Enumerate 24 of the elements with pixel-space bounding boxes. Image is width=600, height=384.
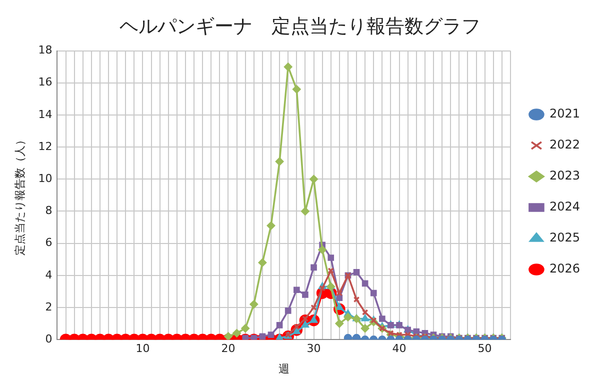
y-tick-label: 16 (38, 76, 52, 89)
x-tick-label: 10 (136, 342, 150, 356)
x-tick-label: 30 (306, 342, 321, 356)
y-tick-label: 4 (45, 268, 52, 282)
y-tick-label: 10 (38, 172, 52, 186)
y-tick-label: 0 (45, 332, 52, 346)
y-tick-label: 8 (45, 204, 52, 218)
legend-label: 2024 (549, 200, 580, 214)
y-tick-label: 14 (38, 108, 52, 121)
x-tick-label: 40 (392, 342, 406, 356)
legend-label: 2022 (549, 138, 580, 152)
x-tick-label: 20 (221, 342, 236, 356)
legend-label: 2021 (549, 106, 580, 121)
y-tick-label: 6 (45, 236, 52, 250)
chart-title: ヘルパンギーナ 定点当たり報告数グラフ (120, 15, 480, 38)
y-tick-label: 2 (45, 300, 52, 314)
y-tick-label: 12 (38, 140, 52, 153)
legend-label: 2026 (549, 262, 580, 276)
legend-label: 2025 (549, 230, 580, 245)
x-axis-title: 週 (278, 362, 290, 376)
y-axis-title: 定点当たり報告数（人） (13, 134, 26, 256)
x-tick-label: 50 (478, 342, 492, 356)
legend-label: 2023 (549, 168, 580, 183)
y-tick-label: 18 (38, 44, 52, 57)
